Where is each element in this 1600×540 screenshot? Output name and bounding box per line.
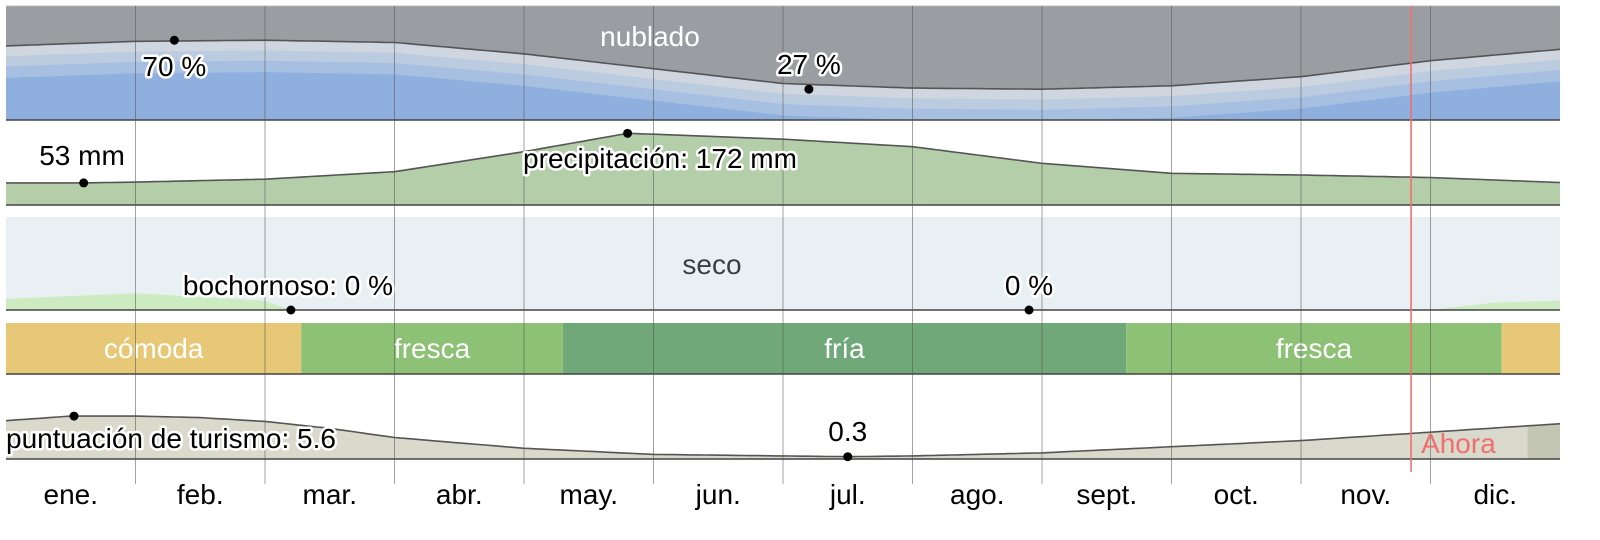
- temp-band-label-3: fresca: [1276, 333, 1353, 364]
- month-axis: ene. feb. mar. abr. may. jun. jul. ago. sept. oct…: [44, 479, 1518, 510]
- muggy-label-2: 0 %: [1005, 270, 1053, 301]
- muggy-label-dot-1: [286, 305, 296, 315]
- precip-min-dot: [79, 178, 89, 188]
- tourism-min-label: 0.3: [828, 416, 867, 447]
- month-label-5: jun.: [695, 479, 741, 510]
- month-label-4: may.: [559, 479, 618, 510]
- month-label-2: mar.: [303, 479, 357, 510]
- cloud-min-label: 27 %: [777, 49, 841, 80]
- cloud-min-dot: [804, 84, 814, 94]
- tourism-tail-area: [1527, 423, 1560, 459]
- tourism-min-dot: [843, 452, 853, 462]
- muggy-label-dot-2: [1024, 305, 1034, 315]
- month-label-6: jul.: [829, 479, 866, 510]
- muggy-label-1: bochornoso: 0 %: [183, 270, 393, 301]
- temp-band-label-2: fría: [824, 333, 865, 364]
- month-label-3: abr.: [436, 479, 483, 510]
- cloud-title: nublado: [600, 21, 700, 52]
- temp-band-1: [301, 323, 563, 374]
- precip-max-label: precipitación: 172 mm: [523, 143, 797, 174]
- tourism-max-dot: [69, 411, 79, 421]
- precip-min-label: 53 mm: [39, 140, 125, 171]
- month-label-0: ene.: [44, 479, 99, 510]
- month-label-11: dic.: [1473, 479, 1517, 510]
- humidity-title: seco: [682, 249, 741, 280]
- month-label-1: feb.: [177, 479, 224, 510]
- precip-max-dot: [623, 128, 633, 138]
- temp-band-4: [1501, 323, 1560, 374]
- cloud-max-dot: [169, 35, 179, 45]
- month-label-7: ago.: [950, 479, 1005, 510]
- muggy-area: [6, 293, 1560, 310]
- temp-band-0: [6, 323, 302, 374]
- now-label: Ahora: [1421, 428, 1496, 459]
- temp-band-label-1: fresca: [394, 333, 471, 364]
- tourism-max-label: puntuación de turismo: 5.6: [6, 423, 336, 454]
- temp-band-3: [1126, 323, 1502, 374]
- now-marker: Ahora: [1410, 6, 1496, 472]
- annotation-labels: nublado seco 70 % 27 % 53 mm precipitación: 1…: [4, 21, 1056, 462]
- month-label-9: oct.: [1214, 479, 1259, 510]
- month-gridlines: [135, 6, 1431, 484]
- temp-band-label-0: cómoda: [104, 333, 204, 364]
- month-label-8: sept.: [1076, 479, 1137, 510]
- cloud-max-label: 70 %: [142, 51, 206, 82]
- temp-band-2: [562, 323, 1127, 374]
- month-label-10: nov.: [1340, 479, 1391, 510]
